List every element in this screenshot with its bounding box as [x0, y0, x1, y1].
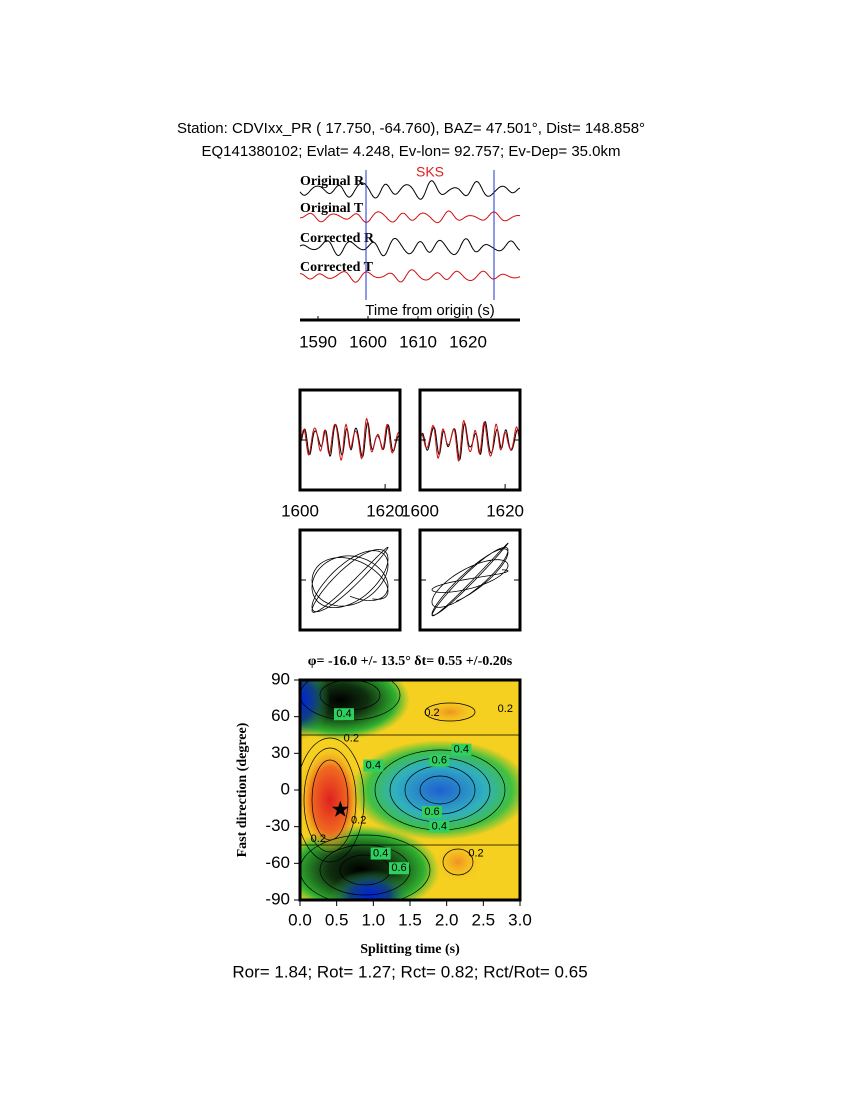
contour-label: 0.2: [351, 814, 366, 826]
contour-label: 0.4: [454, 744, 469, 756]
waveform: [299, 417, 401, 461]
panel-title: φ= -16.0 +/- 13.5° δt= 0.55 +/-0.20s: [308, 654, 513, 669]
misfit-map: [300, 680, 520, 900]
y-tick-label: -30: [265, 816, 290, 835]
contour-label: 0.2: [311, 833, 326, 845]
contour-label: 0.4: [366, 759, 381, 771]
contour-label-bg: [451, 743, 472, 756]
y-axis-title: Fast direction (degree): [235, 722, 250, 857]
x-tick-label: 1600: [349, 332, 387, 351]
x-tick-label: 1.0: [362, 910, 386, 929]
contour-label: 0.6: [391, 862, 406, 874]
contour-label: 0.6: [432, 755, 447, 767]
x-tick-label: 2.5: [472, 910, 496, 929]
contour-label-bg: [363, 759, 384, 772]
contour-label: 0.4: [373, 847, 388, 859]
x-tick-label: 0.5: [325, 910, 349, 929]
trace-label: Original R: [300, 174, 365, 189]
contour-label: 0.4: [336, 708, 351, 720]
x-tick-label: 1600: [281, 501, 319, 520]
header-line: Station: CDVIxx_PR ( 17.750, -64.760), B…: [177, 120, 645, 137]
particle-motion: [431, 542, 509, 617]
contour-label: 0.2: [468, 847, 483, 859]
panel-frame: [418, 528, 522, 632]
x-tick-label: 1620: [486, 501, 524, 520]
phase-label: SKS: [416, 164, 444, 180]
x-tick-label: 1620: [366, 501, 404, 520]
x-tick-label: 1590: [299, 332, 337, 351]
contour-label: 0.2: [344, 733, 359, 745]
x-tick-label: 1610: [399, 332, 437, 351]
contour-label-bg: [429, 820, 450, 833]
x-axis-title: Splitting time (s): [360, 942, 460, 957]
x-tick-label: 3.0: [508, 910, 532, 929]
panel-frame: [298, 528, 402, 632]
waveform: [419, 420, 521, 461]
waveform: [299, 180, 521, 200]
y-tick-label: 90: [271, 669, 290, 688]
x-tick-label: 1600: [401, 501, 439, 520]
trace-label: Corrected R: [300, 231, 375, 246]
best-fit-star: [331, 800, 349, 817]
y-tick-label: 30: [271, 743, 290, 762]
contour-label-bg: [370, 847, 391, 860]
contour-label-bg: [389, 862, 409, 875]
x-axis-title: Time from origin (s): [365, 302, 494, 319]
contour-label: 0.2: [424, 707, 439, 719]
contour-label-bg: [429, 754, 450, 767]
footer: Ror= 1.84; Rot= 1.27; Rct= 0.82; Rct/Rot…: [232, 962, 587, 981]
x-tick-label: 1620: [449, 332, 487, 351]
trace-label: Corrected T: [300, 260, 374, 275]
contour-label: 0.4: [432, 821, 447, 833]
waveform: [419, 420, 521, 462]
x-tick-label: 0.0: [288, 910, 312, 929]
waveform: [299, 238, 520, 257]
y-tick-label: -60: [265, 853, 290, 872]
y-tick-label: -90: [265, 889, 290, 908]
trace-label: Original T: [300, 201, 364, 216]
waveform: [299, 269, 521, 283]
contour-label-bg: [422, 806, 442, 818]
x-tick-label: 1.5: [398, 910, 422, 929]
x-tick-label: 2.0: [435, 910, 459, 929]
particle-motion: [311, 546, 389, 613]
panel-frame: [418, 388, 522, 492]
contour-label: 0.6: [424, 806, 439, 818]
y-tick-label: 0: [281, 779, 290, 798]
header-line: EQ141380102; Evlat= 4.248, Ev-lon= 92.75…: [201, 143, 620, 160]
contour-label: 0.2: [498, 703, 513, 715]
y-tick-label: 60: [271, 706, 290, 725]
contour-label-bg: [334, 708, 354, 721]
waveform: [300, 210, 521, 224]
